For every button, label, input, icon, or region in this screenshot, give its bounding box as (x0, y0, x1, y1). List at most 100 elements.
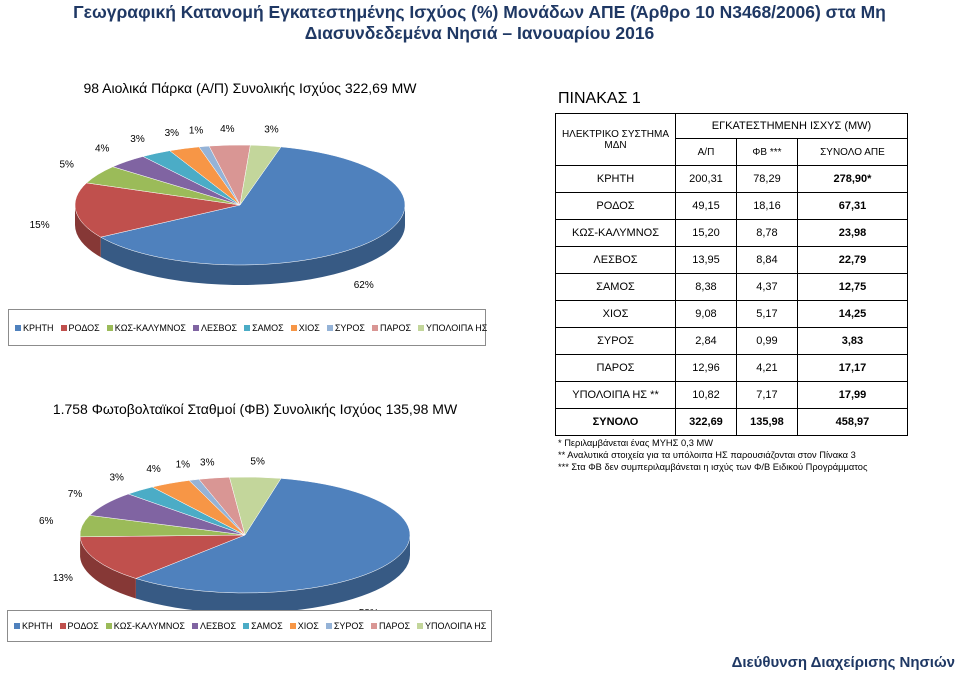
legend-item: ΚΡΗΤΗ (14, 621, 53, 631)
row-name: ΣΥΡΟΣ (555, 327, 676, 355)
row-ap: 15,20 (675, 219, 737, 247)
legend-swatch (326, 324, 333, 331)
legend-label: ΣΑΜΟΣ (252, 322, 284, 333)
row-fv: 5,17 (735, 300, 798, 328)
pie-slice-label: 3% (264, 125, 279, 136)
pie-slice-label: 13% (53, 573, 73, 584)
legend-swatch (289, 623, 296, 629)
pie-slice (239, 144, 282, 206)
legend-swatch (191, 623, 198, 629)
pie-slice-label: 15% (30, 220, 50, 231)
col-ap-header: Α/Π (675, 138, 737, 166)
legend-item: ΛΕΣΒΟΣ (192, 323, 237, 333)
row-fv: 8,78 (735, 219, 798, 247)
legend-label: ΠΑΡΟΣ (378, 621, 411, 631)
table-sum-row: ΣΥΝΟΛΟ 322,69 135,98 458,97 (555, 408, 909, 436)
legend-label: ΚΡΗΤΗ (23, 322, 54, 333)
legend-swatch (418, 324, 425, 331)
pie-slice (135, 478, 411, 594)
legend-swatch (243, 623, 250, 629)
legend-swatch (417, 623, 424, 629)
pie-slice-label: 7% (68, 489, 83, 500)
legend-label: ΚΩΣ-ΚΑΛΥΜΝΟΣ (113, 621, 185, 631)
legend-swatch (106, 324, 113, 331)
row-ap: 12,96 (675, 354, 737, 382)
legend-label: ΧΙΟΣ (298, 322, 320, 333)
legend-swatch (14, 623, 20, 629)
legend-swatch (192, 324, 199, 331)
legend-label: ΠΑΡΟΣ (379, 322, 412, 333)
pie-slice-label: 5% (250, 456, 265, 467)
pie-slice (74, 182, 241, 238)
row-total: 278,90* (796, 165, 909, 193)
pie-slice-side (100, 205, 406, 285)
table-row: ΚΡΗΤΗ 200,31 78,29 278,90* (555, 165, 909, 193)
row-total: 3,83 (796, 327, 909, 355)
legend-item: ΠΑΡΟΣ (370, 621, 411, 631)
row-total: 67,31 (796, 192, 909, 220)
wind-pie-chart: 62% 15% 5% 4% 3% 3% 1% 4% 3% (30, 124, 406, 291)
note-1: * Περιλαμβάνεται ένας ΜΥΗΣ 0,3 MW (558, 438, 713, 448)
legend-item: ΣΑΜΟΣ (244, 323, 284, 333)
legend-item: ΚΩΣ-ΚΑΛΥΜΝΟΣ (105, 621, 185, 631)
wind-legend: ΚΡΗΤΗ ΡΟΔΟΣ ΚΩΣ-ΚΑΛΥΜΝΟΣ ΛΕΣΒΟΣ ΣΑΜΟΣ ΧΙΟΣ ΣΥΡ… (8, 309, 487, 346)
legend-swatch (325, 623, 332, 629)
row-fv: 78,29 (735, 165, 798, 193)
legend-swatch (244, 324, 251, 331)
pie-slice-label: 5% (60, 160, 75, 171)
row-ap: 200,31 (675, 165, 737, 193)
row-fv: 4,21 (735, 354, 798, 382)
table-row: ΡΟΔΟΣ 49,15 18,16 67,31 (555, 192, 909, 220)
pie-slice-label: 4% (220, 124, 235, 135)
page-title: Γεωγραφική Κατανομή Εγκατεστημένης Ισχύο… (0, 2, 959, 44)
table-row: ΣΑΜΟΣ 8,38 4,37 12,75 (555, 273, 909, 301)
pie-slice-label: 6% (39, 516, 54, 527)
table-row: ΥΠΟΛΟΙΠΑ ΗΣ ** 10,82 7,17 17,99 (555, 381, 909, 409)
row-fv: 8,84 (735, 246, 798, 274)
row-name: ΡΟΔΟΣ (555, 192, 676, 220)
pie-slice-label: 1% (189, 126, 204, 137)
table-row: ΧΙΟΣ 9,08 5,17 14,25 (555, 300, 909, 328)
legend-item: ΧΙΟΣ (290, 322, 320, 333)
row-ap: 13,95 (675, 246, 737, 274)
row-fv: 4,37 (735, 273, 798, 301)
legend-label: ΡΟΔΟΣ (68, 322, 100, 333)
pie-slice-side (80, 536, 136, 599)
legend-label: ΥΠΟΛΟΙΠΑ ΗΣ (425, 621, 487, 631)
legend-item: ΡΟΔΟΣ (60, 322, 100, 333)
table-row: ΚΩΣ-ΚΑΛΥΜΝΟΣ 15,20 8,78 23,98 (555, 219, 909, 247)
row-fv: 7,17 (735, 381, 798, 409)
row-name: ΚΡΗΤΗ (555, 165, 676, 193)
pie-slice-label: 3% (165, 128, 180, 139)
legend-label: ΧΙΟΣ (297, 621, 319, 631)
page-title-line2: Διασυνδεδεμένα Νησιά – Ιανουαρίου 2016 (304, 23, 655, 43)
row-ap: 10,82 (675, 381, 737, 409)
pie-slice-label: 62% (354, 280, 374, 291)
legend-label: ΛΕΣΒΟΣ (199, 621, 237, 631)
legend-item: ΛΕΣΒΟΣ (191, 621, 237, 631)
legend-label: ΣΥΡΟΣ (333, 621, 364, 631)
row-total: 23,98 (796, 219, 909, 247)
legend-item: ΣΥΡΟΣ (325, 621, 364, 631)
legend-item: ΥΠΟΛΟΙΠΑ ΗΣ (418, 323, 487, 333)
row-fv: 0,99 (735, 327, 798, 355)
row-name: ΧΙΟΣ (555, 300, 676, 328)
legend-swatch (15, 324, 21, 331)
sum-ap: 322,69 (675, 408, 737, 436)
table-heading: ΠΙΝΑΚΑΣ 1 (558, 90, 641, 107)
legend-label: ΚΡΗΤΗ (22, 621, 53, 631)
row-name: ΥΠΟΛΟΙΠΑ ΗΣ ** (555, 381, 676, 409)
legend-label: ΚΩΣ-ΚΑΛΥΜΝΟΣ (114, 322, 186, 333)
pie-slice-label: 1% (176, 460, 191, 471)
legend-label: ΣΥΡΟΣ (334, 322, 365, 333)
capacity-table: ΗΛΕΚΤΡΙΚΟ ΣΥΣΤΗΜΑ ΜΔΝ ΕΓΚΑΤΕΣΤΗΜΕΝΗ ΙΣΧΥ… (555, 113, 909, 436)
pv-pie-chart: 58%13%6%7%3%4%1%3%5% (39, 456, 411, 619)
row-name: ΚΩΣ-ΚΑΛΥΜΝΟΣ (555, 219, 676, 247)
legend-label: ΣΑΜΟΣ (251, 621, 283, 631)
pie-slice (100, 146, 406, 266)
row-ap: 9,08 (675, 300, 737, 328)
pv-legend: ΚΡΗΤΗ ΡΟΔΟΣ ΚΩΣ-ΚΑΛΥΜΝΟΣ ΛΕΣΒΟΣ ΣΑΜΟΣ ΧΙΟΣ ΣΥΡ… (7, 610, 492, 642)
row-fv: 18,16 (735, 192, 798, 220)
table-row: ΠΑΡΟΣ 12,96 4,21 17,17 (555, 354, 909, 382)
legend-item: ΚΡΗΤΗ (15, 323, 54, 333)
